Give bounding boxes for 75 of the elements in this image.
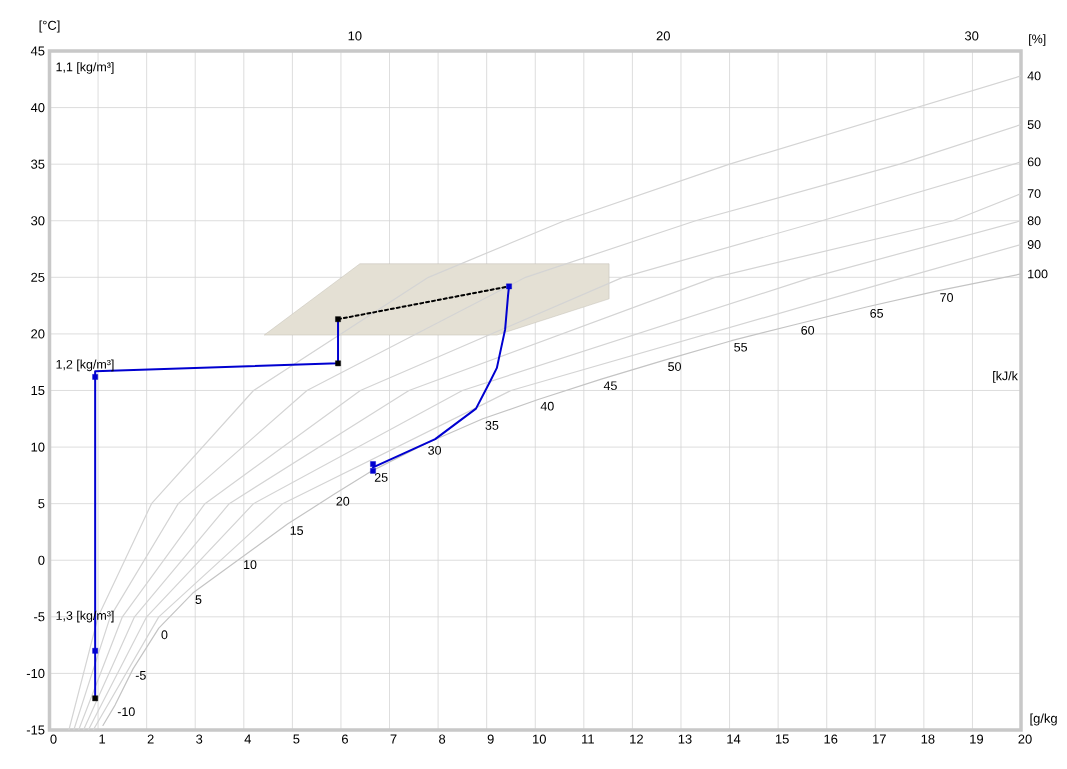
annotation: 40	[540, 401, 554, 411]
y-tick-label: -10	[26, 668, 45, 678]
x-tick-label: 9	[487, 734, 494, 744]
x2-tick-label: 10	[348, 31, 362, 41]
annotation: 0	[161, 630, 168, 640]
x-tick-label: 5	[293, 734, 300, 744]
point	[335, 316, 341, 322]
point	[370, 468, 376, 474]
x-tick-label: 20	[1018, 734, 1032, 744]
annotation: 90	[1027, 240, 1041, 249]
annotation: 60	[801, 325, 815, 335]
x2-tick-label: 20	[656, 31, 670, 41]
y-tick-label: 25	[31, 272, 45, 282]
annotation: 30	[428, 445, 442, 455]
annotation: 35	[485, 421, 499, 430]
annotation: 5	[195, 595, 202, 604]
annotation: 1,1 [kg/m³]	[56, 62, 114, 74]
annotation: 20	[336, 496, 350, 506]
annotation: 40	[1027, 71, 1041, 81]
x-axis-title: [g/kg	[1030, 713, 1057, 726]
x-tick-label: 4	[244, 734, 252, 744]
annotation: 100	[1028, 269, 1048, 279]
annotation: 60	[1027, 157, 1041, 167]
annotation: [kJ/k	[993, 371, 1018, 383]
point	[506, 283, 512, 290]
annotation: 70	[940, 293, 954, 302]
x-tick-label: 12	[630, 734, 643, 744]
annotation: 80	[1027, 216, 1041, 226]
annotation: 50	[1027, 120, 1041, 129]
text: [%]	[1029, 34, 1046, 46]
x-tick-label: 14	[727, 734, 741, 744]
x-tick-label: 16	[824, 734, 838, 744]
x2-tick-label: 30	[964, 31, 979, 41]
y-axis-title: [°C]	[39, 20, 60, 33]
y-tick-label: -15	[26, 725, 45, 735]
annotation: 25	[374, 473, 388, 482]
x-tick-label: 18	[921, 734, 935, 744]
x-tick-label: 11	[582, 734, 594, 744]
annotation: 55	[734, 342, 748, 352]
y-tick-label: 40	[30, 102, 45, 113]
point	[92, 374, 98, 380]
x-tick-label: 10	[533, 734, 546, 744]
annotation: 45	[603, 381, 617, 391]
x-tick-label: 3	[196, 734, 203, 744]
x-tick-label: 1	[99, 734, 106, 744]
point	[92, 647, 98, 654]
y-tick-label: 5	[38, 499, 45, 509]
x-tick-label: 7	[390, 734, 397, 744]
x-tick-label: 8	[439, 734, 446, 744]
annotation: -10	[117, 707, 135, 717]
x-tick-label: 2	[147, 734, 154, 744]
y-tick-label: 30	[31, 216, 45, 226]
annotation: 10	[244, 560, 257, 570]
point	[92, 695, 98, 702]
y-tick-label: 0	[38, 555, 45, 565]
annotation: 1,2 [kg/m³]	[56, 359, 114, 372]
x-tick-label: 0	[50, 734, 57, 744]
y-tick-label: 35	[31, 159, 45, 169]
annotation: 65	[870, 308, 884, 318]
y-tick-label: 45	[30, 46, 45, 56]
x-tick-label: 6	[342, 734, 348, 744]
y-tick-label: 15	[31, 385, 45, 396]
x-tick-label: 19	[970, 734, 984, 744]
annotation: -5	[135, 671, 146, 680]
y-tick-label: 10	[31, 442, 45, 452]
y-tick-label: -5	[34, 612, 45, 622]
x-tick-label: 13	[678, 734, 692, 744]
x-tick-label: 17	[873, 734, 886, 744]
annotation: 70	[1027, 189, 1041, 198]
y-tick-label: 20	[31, 329, 45, 339]
point	[335, 360, 341, 367]
annotation: 15	[290, 526, 304, 535]
annotation: 50	[668, 362, 681, 371]
point	[370, 461, 376, 467]
x-tick-label: 15	[775, 734, 789, 744]
